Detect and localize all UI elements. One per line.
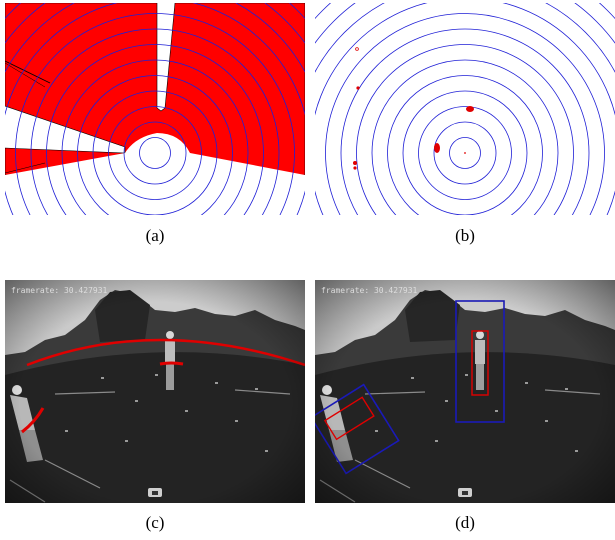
detection-blobs bbox=[353, 47, 474, 170]
range-ring bbox=[139, 137, 171, 169]
range-rings bbox=[315, 3, 615, 215]
free-center-cutout bbox=[5, 133, 305, 215]
caption-b: (b) bbox=[455, 226, 475, 245]
range-ring bbox=[123, 121, 187, 185]
detection-map-canvas bbox=[315, 3, 615, 215]
panel-c-camera-frame: framerate: 30.427931 bbox=[5, 280, 305, 503]
panel-d-camera-frame: framerate: 30.427931 bbox=[315, 280, 615, 503]
scan-line bbox=[5, 60, 51, 84]
range-ring bbox=[356, 44, 574, 215]
camera-frame-d: framerate: 30.427931 bbox=[315, 280, 615, 503]
caption-d: (d) bbox=[455, 513, 475, 532]
range-ring bbox=[315, 3, 615, 215]
range-ring bbox=[315, 3, 615, 44]
caption-a: (a) bbox=[145, 226, 165, 245]
caption-c: (c) bbox=[145, 513, 165, 532]
panel-a-occupancy-map bbox=[5, 3, 305, 215]
range-ring bbox=[15, 13, 295, 215]
vignette bbox=[315, 280, 615, 503]
range-ring bbox=[387, 75, 543, 215]
range-ring bbox=[92, 90, 218, 215]
detection-blob bbox=[353, 161, 357, 165]
range-ring bbox=[418, 106, 512, 200]
detection-blob bbox=[434, 143, 440, 153]
range-ring bbox=[61, 59, 249, 215]
range-ring bbox=[77, 75, 233, 215]
range-ring bbox=[315, 3, 615, 215]
range-ring bbox=[108, 106, 202, 200]
detection-blob bbox=[464, 152, 466, 154]
vignette bbox=[5, 280, 305, 503]
detection-blob bbox=[466, 106, 474, 112]
range-ring bbox=[402, 90, 528, 215]
framerate-overlay: framerate: 30.427931 bbox=[321, 286, 418, 295]
range-ring bbox=[340, 28, 590, 215]
range-ring bbox=[315, 3, 615, 20]
range-ring bbox=[46, 44, 264, 215]
scan-line bbox=[5, 162, 46, 174]
panel-b-detection-map bbox=[315, 3, 615, 215]
detection-blob bbox=[356, 86, 360, 90]
range-ring bbox=[315, 3, 615, 73]
detection-blob bbox=[353, 166, 357, 170]
camera-frame-c: framerate: 30.427931 bbox=[5, 280, 305, 503]
framerate-overlay: framerate: 30.427931 bbox=[11, 286, 108, 295]
range-ring bbox=[371, 59, 559, 215]
range-ring bbox=[30, 28, 280, 215]
range-ring bbox=[315, 3, 615, 215]
range-ring bbox=[449, 137, 481, 169]
occupancy-map-canvas bbox=[5, 3, 305, 215]
range-rings bbox=[5, 3, 305, 215]
range-ring bbox=[325, 13, 605, 215]
range-ring bbox=[433, 121, 497, 185]
range-ring bbox=[315, 3, 615, 215]
detection-blob bbox=[355, 47, 359, 51]
scan-line bbox=[5, 62, 46, 88]
